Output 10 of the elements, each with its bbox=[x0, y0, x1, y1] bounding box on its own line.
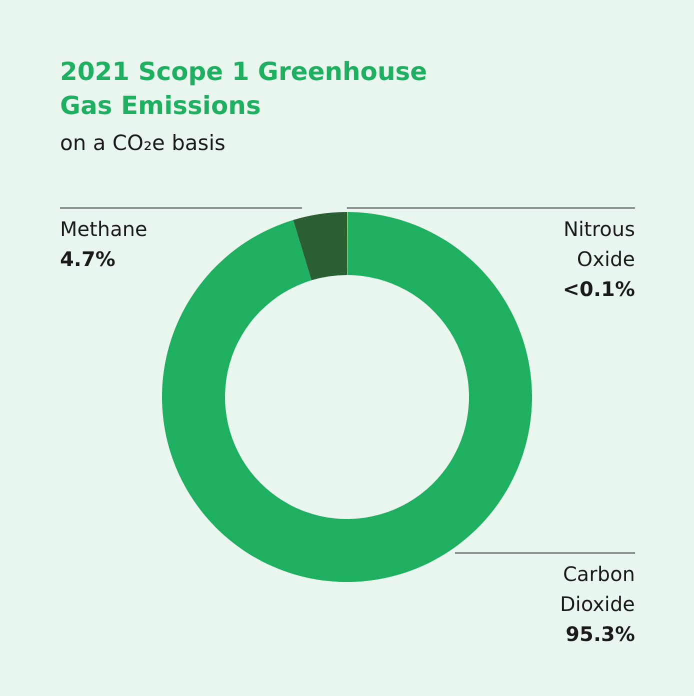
slice-label: Carbon Dioxide bbox=[560, 562, 635, 616]
donut-slice bbox=[162, 212, 532, 582]
slice-label: Nitrous Oxide bbox=[564, 217, 635, 271]
chart-title: 2021 Scope 1 Greenhouse Gas Emissions bbox=[60, 57, 428, 120]
data-label: 95.3% bbox=[566, 622, 635, 646]
donut-slice bbox=[293, 212, 347, 280]
slice-label: Methane bbox=[60, 217, 148, 241]
data-label: <0.1% bbox=[562, 277, 635, 301]
chart-subtitle: on a CO₂e basis bbox=[60, 131, 226, 155]
data-label: 4.7% bbox=[60, 247, 116, 271]
